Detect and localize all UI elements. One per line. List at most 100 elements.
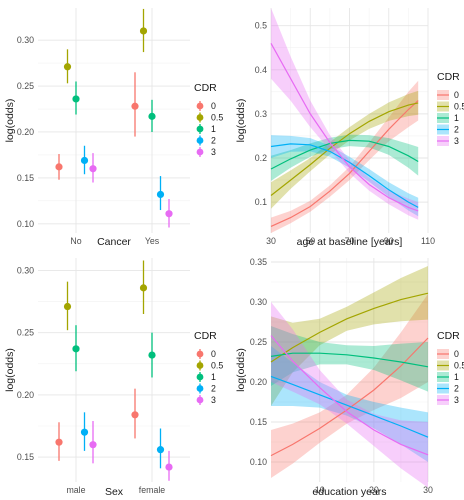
legend-key-point <box>196 102 204 110</box>
data-point <box>148 351 156 359</box>
legend-key-point <box>196 396 204 404</box>
x-tick-label: 20 <box>369 485 379 495</box>
y-tick-label: 0.3 <box>255 109 267 119</box>
data-point <box>72 95 80 103</box>
legend-label: 1 <box>211 124 216 134</box>
confidence-ribbon <box>271 80 419 233</box>
x-tick-label: 70 <box>345 236 355 246</box>
legend-title: CDR <box>194 82 217 94</box>
y-tick-label: 0.10 <box>17 219 34 229</box>
x-tick-label: male <box>66 485 85 495</box>
y-tick-label: 0.30 <box>17 35 34 45</box>
x-tick-label: 110 <box>421 236 435 246</box>
y-tick-label: 0.25 <box>17 81 34 91</box>
legend-key-point <box>196 137 204 144</box>
x-axis-title: Cancer <box>97 236 131 248</box>
legend: CDR 0 0.51 23 <box>437 71 464 146</box>
y-tick-label: 0.25 <box>17 328 34 338</box>
legend-label: 0 <box>454 90 459 100</box>
confidence-ribbon <box>271 294 428 478</box>
data-point <box>55 438 63 446</box>
data-point <box>156 190 165 199</box>
y-axis-title: log(odds) <box>4 99 16 143</box>
legend-label: 0.5 <box>454 102 464 112</box>
x-tick-label: 30 <box>423 485 433 495</box>
data-point <box>156 446 165 454</box>
y-tick-label: 0.10 <box>250 457 267 467</box>
legend-label: 3 <box>211 147 216 157</box>
data-point <box>72 345 80 353</box>
y-tick-label: 0.4 <box>255 65 267 75</box>
data-point <box>89 441 97 449</box>
data-point <box>165 463 173 471</box>
y-tick-label: 0.30 <box>17 265 34 275</box>
y-axis-title: log(odds) <box>235 348 247 392</box>
x-axis-title: education years <box>312 486 386 498</box>
panel-3: 0.15 0.20 0.25 0.30 male female Sex log(odds) CD… <box>4 258 223 498</box>
legend-key-point <box>196 373 204 381</box>
confidence-ribbon <box>271 326 428 392</box>
data-point <box>89 165 97 173</box>
legend-title: CDR <box>437 71 460 83</box>
confidence-ribbon <box>271 266 428 406</box>
y-tick-label: 0.2 <box>255 153 267 163</box>
x-tick-label: 10 <box>315 485 325 495</box>
legend-key-point <box>196 385 204 392</box>
x-tick-label: 30 <box>266 236 276 246</box>
legend-key-point <box>196 125 204 133</box>
data-point <box>139 284 148 292</box>
y-tick-label: 0.15 <box>17 173 34 183</box>
data-point <box>63 302 72 311</box>
data-point <box>139 27 148 35</box>
legend-label: 1 <box>211 372 216 382</box>
legend-label: 0.5 <box>454 361 464 371</box>
y-tick-label: 0.20 <box>17 127 34 137</box>
panel-1: 0.10 0.15 0.20 0.25 0.30 No Yes Cancer log(odds)… <box>4 8 223 248</box>
series-line <box>270 100 419 227</box>
legend-title: CDR <box>437 330 460 342</box>
y-tick-label: 0.15 <box>17 452 34 462</box>
legend-title: CDR <box>194 330 217 342</box>
legend-label: 3 <box>454 136 459 146</box>
y-tick-label: 0.15 <box>250 417 267 427</box>
legend: CDR 0 0.51 23 <box>437 330 464 405</box>
legend-label: 0 <box>211 101 216 111</box>
data-point <box>55 163 63 171</box>
confidence-ribbon <box>271 135 419 217</box>
legend-label: 3 <box>211 395 216 405</box>
y-tick-label: 0.20 <box>17 390 34 400</box>
plot-background <box>38 8 190 233</box>
plot-background <box>38 258 190 482</box>
y-tick-label: 0.25 <box>250 337 267 347</box>
legend-key-point <box>196 350 204 358</box>
y-tick-label: 0.20 <box>250 377 267 387</box>
confidence-ribbon <box>271 134 419 181</box>
data-point <box>148 112 156 120</box>
x-axis-title: Sex <box>105 486 124 498</box>
series-line <box>270 139 419 170</box>
y-tick-label: 0.35 <box>250 257 267 267</box>
confidence-ribbon <box>271 346 428 462</box>
legend-label: 1 <box>454 372 459 382</box>
series-line <box>270 43 419 212</box>
data-point <box>165 210 173 218</box>
x-tick-label: female <box>139 485 166 495</box>
legend-key-point <box>196 148 204 156</box>
legend: CDR 0 0.51 23 <box>194 330 223 405</box>
legend: CDR 0 0.51 23 <box>194 82 223 157</box>
x-tick-label: 90 <box>384 236 394 246</box>
y-tick-label: 0.1 <box>255 197 267 207</box>
series-line <box>270 143 419 208</box>
legend-label: 0 <box>454 349 459 359</box>
series-line <box>270 352 429 368</box>
legend-key-point <box>196 362 204 369</box>
x-tick-label: 50 <box>305 236 315 246</box>
legend-label: 2 <box>454 384 459 394</box>
legend-label: 0.5 <box>211 113 223 123</box>
legend-label: 0 <box>211 349 216 359</box>
series-line <box>270 335 429 456</box>
y-axis-title: log(odds) <box>4 348 16 392</box>
